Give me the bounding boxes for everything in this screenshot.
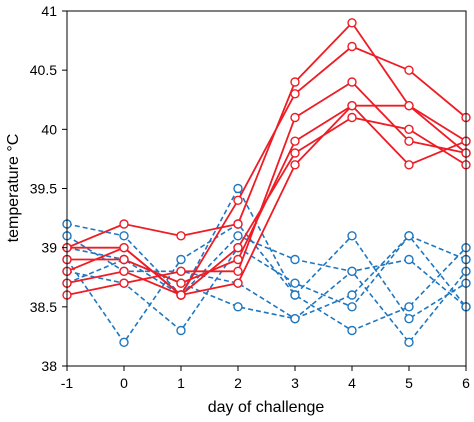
data-point <box>404 124 414 135</box>
data-point <box>347 100 357 111</box>
data-point <box>347 266 357 277</box>
series-line <box>66 187 467 332</box>
data-point <box>290 112 300 123</box>
data-point <box>233 266 243 277</box>
series-line <box>66 104 467 296</box>
y-tick-label: 38 <box>41 358 57 374</box>
data-point <box>176 231 186 241</box>
y-axis-title: temperature °C <box>5 134 22 243</box>
y-tick-label: 40 <box>41 121 57 137</box>
data-point <box>404 136 414 146</box>
data-point <box>347 302 357 312</box>
tick-label-layer: -1 0 1 2 3 4 5 6 38 38.5 39 39.5 40 40.5 41 <box>30 3 470 391</box>
data-point <box>347 231 357 241</box>
series-layer <box>62 18 471 348</box>
data-point <box>119 231 129 241</box>
data-point <box>404 313 414 324</box>
data-point <box>119 219 129 229</box>
data-point <box>233 242 243 253</box>
data-point <box>176 266 186 277</box>
data-point <box>233 231 243 241</box>
data-point <box>233 183 243 194</box>
series-line <box>66 235 467 332</box>
data-point <box>347 325 357 336</box>
series-red-6 <box>62 100 471 300</box>
x-tick-label: -1 <box>61 375 74 391</box>
series-line <box>66 223 467 344</box>
data-point <box>290 77 300 87</box>
data-point <box>347 18 357 28</box>
data-point <box>347 112 357 123</box>
data-point <box>404 302 414 312</box>
data-point <box>347 41 357 52</box>
x-tick-label: 3 <box>291 375 299 391</box>
data-point <box>233 219 243 229</box>
y-tick-label: 39.5 <box>30 181 57 197</box>
x-tick-label: 5 <box>405 375 413 391</box>
data-point <box>176 290 186 300</box>
data-point <box>290 278 300 288</box>
data-point <box>290 254 300 265</box>
data-point <box>404 231 414 241</box>
data-point <box>347 290 357 300</box>
x-tick-label: 2 <box>234 375 242 391</box>
data-point <box>404 254 414 265</box>
x-tick-label: 0 <box>120 375 128 391</box>
series-line <box>66 235 467 308</box>
y-tick-label: 39 <box>41 240 57 256</box>
data-point <box>404 100 414 111</box>
data-point <box>290 160 300 170</box>
data-point <box>119 278 129 288</box>
x-tick-label: 1 <box>177 375 185 391</box>
series-line <box>67 116 467 296</box>
data-point <box>176 278 186 288</box>
y-tick-label: 40.5 <box>30 62 57 78</box>
x-axis-title: day of challenge <box>208 399 325 416</box>
data-point <box>233 195 243 206</box>
series-line <box>66 21 467 249</box>
data-point <box>176 254 186 265</box>
data-point <box>233 278 243 288</box>
data-point <box>347 77 357 87</box>
data-point <box>176 325 186 336</box>
data-point <box>119 254 129 265</box>
data-point <box>119 266 129 277</box>
data-point <box>290 313 300 324</box>
data-point <box>233 302 243 312</box>
data-point <box>290 89 300 99</box>
data-point <box>404 337 414 348</box>
data-point <box>119 337 129 348</box>
y-tick-label: 41 <box>41 3 57 19</box>
series-line <box>66 81 467 296</box>
data-point <box>404 160 414 170</box>
data-point <box>290 148 300 158</box>
y-tick-label: 38.5 <box>30 299 57 315</box>
x-tick-label: 6 <box>462 375 470 391</box>
data-point <box>233 254 243 265</box>
axes-layer <box>62 10 467 371</box>
data-point <box>290 290 300 300</box>
series-line <box>66 235 467 344</box>
data-point <box>404 65 414 75</box>
x-tick-label: 4 <box>348 375 356 391</box>
data-point <box>290 136 300 146</box>
data-point <box>119 242 129 253</box>
